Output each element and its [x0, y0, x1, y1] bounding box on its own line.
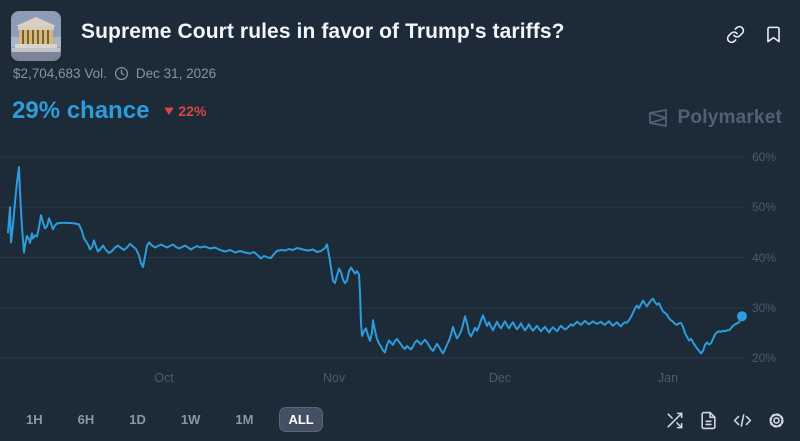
x-axis-label-oct: Oct — [154, 371, 174, 385]
y-axis-label-60: 60% — [752, 150, 777, 165]
price-line — [7, 166, 743, 355]
range-button-6h[interactable]: 6H — [69, 407, 104, 432]
end-date: Dec 31, 2026 — [135, 66, 217, 81]
chart-tools — [665, 411, 786, 430]
settings-icon[interactable] — [767, 411, 786, 430]
range-button-all[interactable]: ALL — [279, 407, 323, 432]
polymarket-logo: Polymarket — [646, 106, 782, 130]
document-icon[interactable] — [699, 411, 718, 430]
chance-value: 29% chance — [12, 97, 150, 124]
x-axis-label-jan: Jan — [657, 371, 679, 385]
supreme-court-image — [11, 11, 61, 61]
y-axis-label-20: 20% — [752, 350, 777, 365]
market-actions — [726, 25, 783, 44]
time-range-selector: 1H 6H 1D 1W 1M ALL — [17, 407, 323, 432]
market-meta: $2,704,683 Vol. Dec 31, 2026 — [13, 66, 216, 81]
clock-icon — [114, 66, 128, 81]
range-button-1w[interactable]: 1W — [172, 407, 210, 432]
market-avatar — [11, 11, 61, 61]
latest-price-dot — [737, 311, 747, 322]
y-axis-label-30: 30% — [752, 300, 777, 315]
range-button-1d[interactable]: 1D — [120, 407, 155, 432]
range-button-1m[interactable]: 1M — [226, 407, 262, 432]
y-axis-label-50: 50% — [752, 200, 777, 215]
price-change-indicator: 22% — [164, 103, 206, 119]
polymarket-mark-icon — [648, 109, 667, 127]
y-axis-label-40: 40% — [752, 250, 777, 265]
bookmark-icon[interactable] — [764, 25, 783, 44]
volume-label: $2,704,683 Vol. — [13, 66, 107, 81]
code-icon[interactable] — [733, 411, 752, 430]
polymarket-wordmark: Polymarket — [677, 107, 782, 128]
change-value: 22% — [178, 103, 207, 119]
x-axis-label-nov: Nov — [322, 371, 346, 385]
range-button-1h[interactable]: 1H — [17, 407, 52, 432]
x-axis-label-dec: Dec — [488, 371, 512, 385]
chance-row: 29% chance 22% — [12, 97, 206, 125]
shuffle-icon[interactable] — [665, 411, 684, 430]
market-title: Supreme Court rules in favor of Trump's … — [81, 20, 565, 43]
down-arrow-icon — [164, 107, 174, 115]
link-icon[interactable] — [726, 25, 745, 44]
